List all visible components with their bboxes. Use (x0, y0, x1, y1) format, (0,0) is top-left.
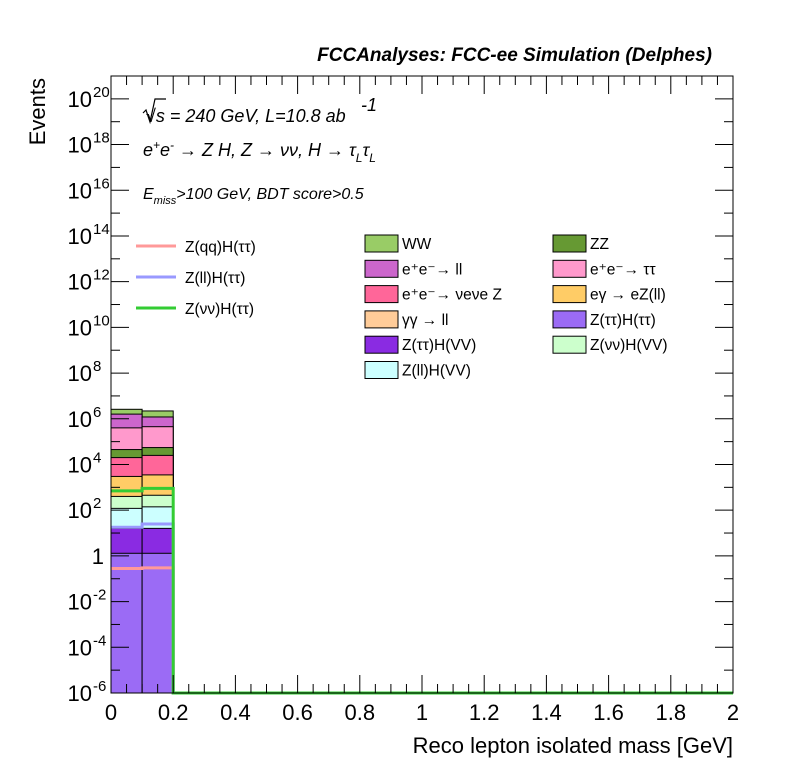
y-tick-label: 1 (92, 544, 104, 569)
y-tick-label: 10 (68, 681, 92, 706)
y-tick-exponent: 4 (93, 449, 101, 466)
y-tick-label: 10 (68, 133, 92, 158)
legend-entry: Z(νν)H(ττ) (185, 301, 254, 318)
legend: Z(qq)H(ττ) Z(ll)H(ττ) Z(νν)H(ττ) WW e⁺e⁻→ ll… (136, 234, 668, 380)
y-tick-exponent: 6 (93, 404, 101, 421)
x-tick-label: 1.2 (469, 700, 500, 725)
x-tick-label: 0.8 (345, 700, 376, 725)
y-tick-label: 10 (68, 224, 92, 249)
y-tick-label: 10 (68, 635, 92, 660)
legend-swatch (364, 335, 399, 354)
energy-text: √s = 240 GeV, L=10.8 ab (146, 106, 346, 126)
signal-line-1 (111, 522, 733, 695)
y-tick-exponent: -4 (93, 632, 106, 649)
legend-swatch (364, 259, 399, 278)
legend-swatch (364, 234, 399, 253)
x-tick-label: 1.4 (531, 700, 562, 725)
energy-exponent: -1 (361, 95, 377, 115)
legend-entry: Z(ττ)H(ττ) (590, 312, 656, 329)
plot-title: FCCAnalyses: FCC-ee Simulation (Delphes) (317, 45, 712, 66)
y-tick-exponent: 16 (93, 175, 110, 192)
legend-entry: WW (402, 236, 432, 253)
legend-entry: γγ → ll (402, 312, 449, 329)
legend-entry: Z(νν)H(VV) (590, 337, 668, 354)
legend-swatch (552, 335, 587, 354)
x-tick-label: 2 (727, 700, 739, 725)
legend-entry: e⁺e⁻→ ττ (590, 261, 656, 278)
y-tick-exponent: 18 (93, 130, 110, 147)
x-tick-label: 0.4 (220, 700, 251, 725)
signal-line-0 (111, 566, 733, 695)
y-tick-label: 10 (68, 452, 92, 477)
y-tick-exponent: 14 (93, 221, 110, 238)
signal-lines (111, 486, 733, 695)
legend-entry: eγ → eZ(ll) (590, 287, 666, 304)
y-tick-exponent: 20 (93, 84, 110, 101)
x-axis-label: Reco lepton isolated mass [GeV] (413, 733, 733, 758)
x-tick-label: 1.6 (593, 700, 624, 725)
energy-annotation: √s = 240 GeV, L=10.8 ab -1 (142, 95, 377, 126)
y-tick-label: 10 (68, 315, 92, 340)
legend-swatch (552, 259, 587, 278)
y-tick-exponent: -6 (93, 678, 106, 695)
legend-swatch (552, 285, 587, 304)
y-tick-label: 10 (68, 407, 92, 432)
y-tick-exponent: 8 (93, 358, 101, 375)
y-tick-exponent: 10 (93, 312, 110, 329)
y-tick-label: 10 (68, 498, 92, 523)
legend-swatch (364, 310, 399, 329)
y-tick-label: 10 (68, 361, 92, 386)
plot-frame (110, 75, 734, 694)
histogram-stack (110, 408, 174, 694)
y-tick-exponent: 2 (93, 495, 101, 512)
x-tick-label: 1.8 (656, 700, 687, 725)
legend-swatch (552, 234, 587, 253)
legend-swatch (364, 361, 399, 379)
y-tick-label: 10 (68, 178, 92, 203)
legend-entry: e⁺e⁻→ νeνe Z (402, 287, 502, 304)
cuts-annotation: Emiss>100 GeV, BDT score>0.5 (143, 186, 364, 207)
y-axis-label: Events (25, 78, 50, 145)
legend-entry: Z(ll)H(ττ) (185, 270, 245, 287)
y-tick-label: 10 (68, 87, 92, 112)
x-tick-label: 1 (416, 700, 428, 725)
x-tick-label: 0 (105, 700, 117, 725)
x-tick-label: 0.6 (282, 700, 313, 725)
bar-0-0 (110, 552, 143, 694)
signal-line-2 (111, 486, 733, 695)
axis-ticks: 0 0.2 0.4 0.6 0.8 1 1.2 1.4 1.6 1.8 210 -610 -410 -21… (68, 75, 739, 725)
legend-entry: Z(ττ)H(VV) (402, 337, 476, 354)
process-annotation: e+e- → Z H, Z → νν, H → τLτL (143, 138, 376, 165)
legend-entry: e⁺e⁻→ ll (402, 261, 462, 278)
legend-entry: Z(ll)H(VV) (402, 363, 471, 380)
bar-0-1 (141, 552, 174, 694)
y-tick-exponent: -2 (93, 587, 106, 604)
x-tick-label: 0.2 (158, 700, 189, 725)
legend-swatch (364, 285, 399, 304)
legend-swatch (552, 310, 587, 329)
y-tick-exponent: 12 (93, 267, 110, 284)
legend-entry: Z(qq)H(ττ) (185, 239, 256, 256)
y-tick-label: 10 (68, 270, 92, 295)
y-tick-label: 10 (68, 590, 92, 615)
legend-entry: ZZ (590, 236, 609, 253)
